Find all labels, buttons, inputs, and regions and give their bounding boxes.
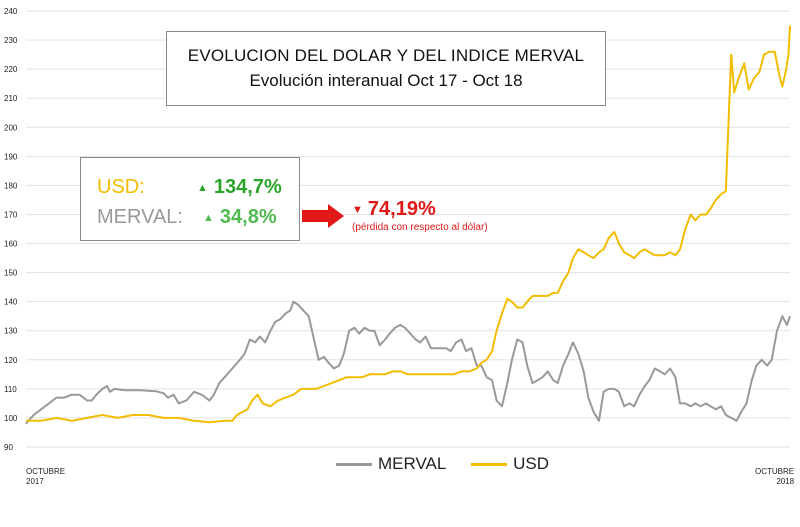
y-tick-label: 220: [4, 65, 18, 74]
y-axis: 90 100 110 120 130 140 150 160 170 180 190 200 210 22…: [4, 7, 18, 452]
chart-subtitle: Evolución interanual Oct 17 - Oct 18: [249, 71, 523, 90]
title-box: EVOLUCION DEL DOLAR Y DEL INDICE MERVAL …: [166, 31, 606, 106]
y-tick-label: 120: [4, 356, 18, 365]
x-start-label: OCTUBRE 2017: [26, 467, 65, 487]
y-tick-label: 150: [4, 269, 18, 278]
y-tick-label: 140: [4, 298, 18, 307]
triangle-up-icon: ▲: [203, 211, 214, 224]
y-tick-label: 230: [4, 36, 18, 45]
stat-usd-value: 134,7%: [213, 176, 282, 198]
stat-merval-value: 34,8%: [219, 206, 277, 228]
series-line-usd: [26, 25, 791, 424]
stats-box: USD: ▲ 134,7% MERVAL: ▲ 34,8%: [80, 157, 300, 241]
triangle-down-icon: ▼: [352, 203, 363, 216]
loss-value: 74,19%: [367, 198, 436, 220]
x-end-year: 2018: [776, 477, 795, 486]
x-start-month: OCTUBRE: [26, 467, 66, 476]
x-start-year: 2017: [26, 477, 44, 486]
y-tick-label: 180: [4, 181, 18, 190]
stat-usd: USD: ▲ 134,7%: [97, 176, 282, 199]
triangle-up-icon: ▲: [197, 181, 208, 194]
x-end-label: OCTUBRE 2018: [755, 467, 794, 487]
y-tick-label: 100: [4, 414, 18, 423]
loss-note: (pérdida con respecto al dólar): [352, 222, 488, 233]
y-tick-label: 130: [4, 327, 18, 336]
chart-title: EVOLUCION DEL DOLAR Y DEL INDICE MERVAL: [187, 46, 585, 65]
legend-label: MERVAL: [378, 454, 447, 473]
loss-annotation: ▼ 74,19% (pérdida con respecto al dólar): [352, 198, 488, 233]
x-end-month: OCTUBRE: [755, 467, 795, 476]
y-tick-label: 210: [4, 94, 18, 103]
y-tick-label: 190: [4, 152, 18, 161]
stat-merval-label: MERVAL:: [97, 206, 183, 228]
series-line-merval: [25, 300, 791, 425]
y-tick-label: 90: [4, 443, 13, 452]
red-arrow-icon: [302, 204, 344, 228]
y-tick-label: 160: [4, 240, 18, 249]
legend-label: USD: [513, 454, 549, 473]
y-tick-label: 200: [4, 123, 18, 132]
legend-item-usd: USD: [471, 454, 549, 474]
y-tick-label: 170: [4, 210, 18, 219]
legend-swatch: [471, 463, 508, 467]
y-tick-label: 240: [4, 7, 18, 16]
legend: MERVAL USD: [336, 454, 569, 474]
legend-item-merval: MERVAL: [336, 454, 446, 474]
stat-merval: MERVAL: ▲ 34,8%: [97, 206, 277, 229]
series-lines: [25, 25, 791, 425]
y-tick-label: 110: [4, 385, 17, 394]
legend-swatch: [336, 463, 372, 467]
stat-usd-label: USD:: [97, 176, 145, 198]
